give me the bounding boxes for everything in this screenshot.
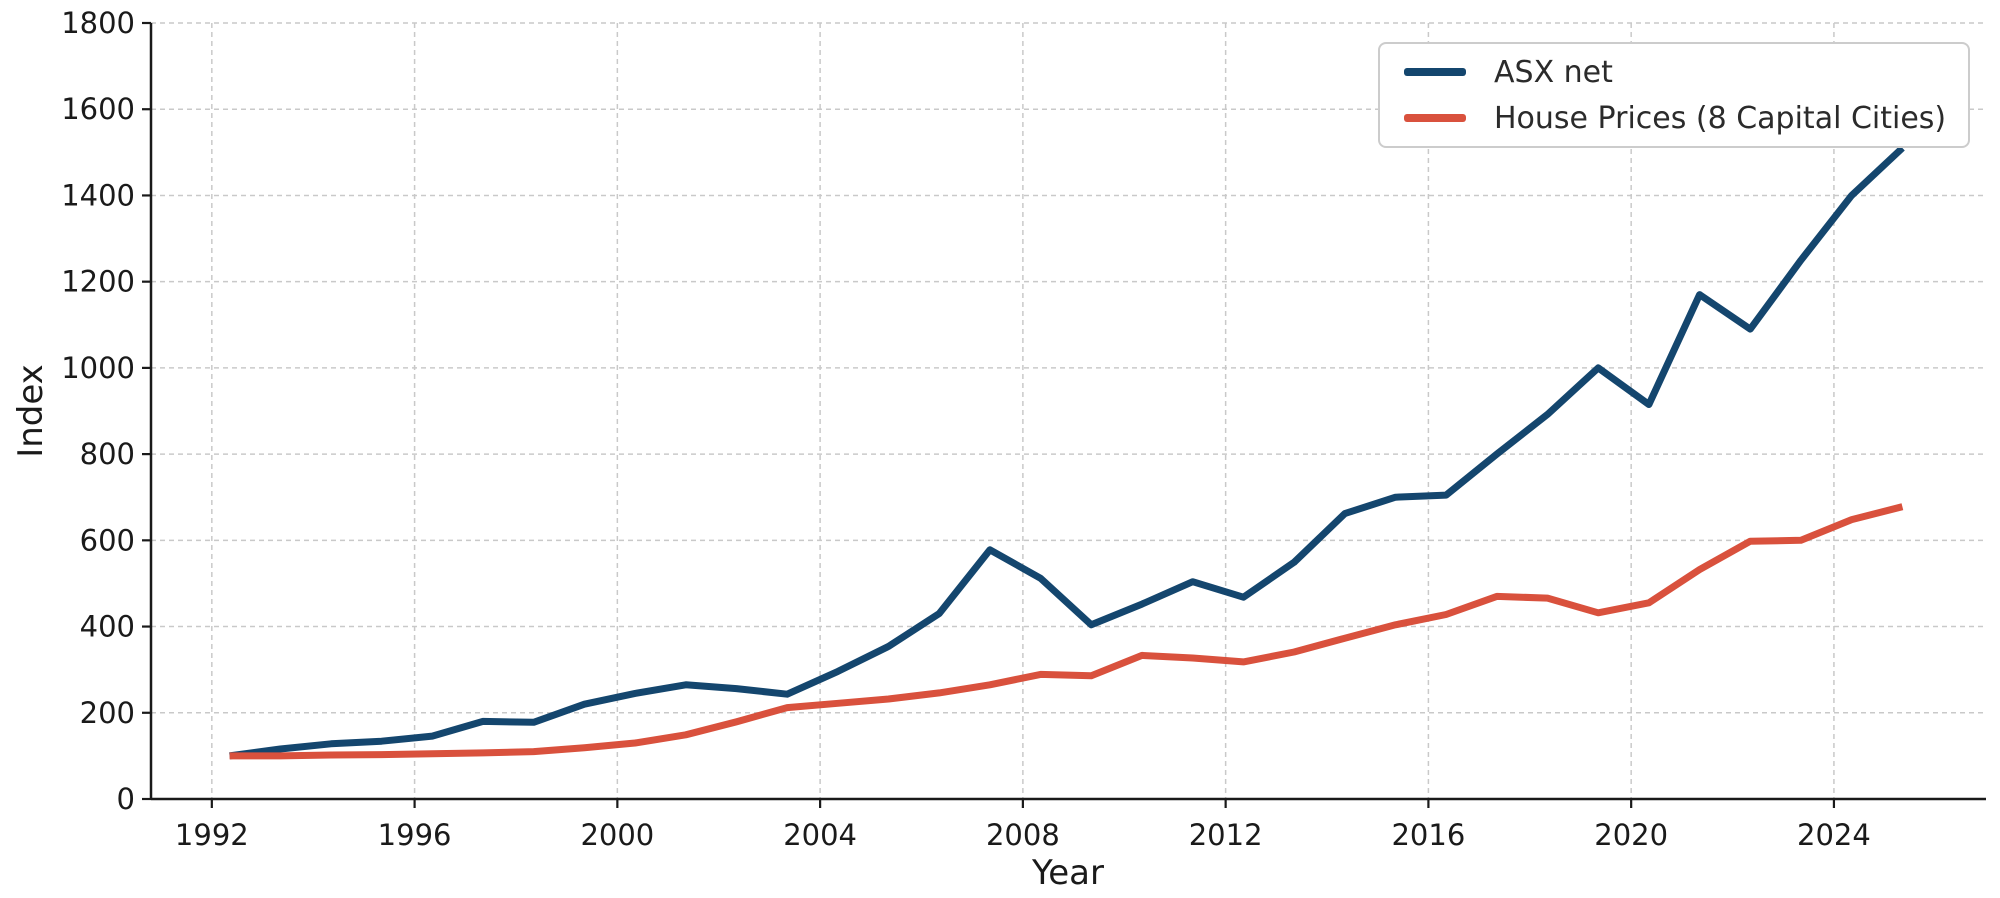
y-tick-label: 800: [80, 437, 135, 471]
x-tick-label: 2008: [986, 818, 1060, 852]
y-tick-label: 200: [80, 696, 135, 730]
x-tick-label: 2024: [1797, 818, 1871, 852]
asx-net-line-swatch: [1404, 68, 1466, 76]
y-tick-label: 1000: [61, 351, 135, 385]
series-line-asx-net: [229, 145, 1905, 760]
x-tick-label: 2012: [1189, 818, 1263, 852]
y-tick-label: 0: [117, 782, 135, 816]
y-tick-label: 600: [80, 523, 135, 557]
gridlines: [151, 22, 1986, 800]
y-tick-label: 1800: [61, 6, 135, 40]
y-tick-label: 1400: [61, 178, 135, 212]
legend-item-asx-net: ASX net: [1404, 54, 1944, 90]
axis-spines: [149, 23, 1986, 801]
data-series-lines: [229, 145, 1905, 760]
legend-item-house-prices: House Prices (8 Capital Cities): [1404, 100, 1947, 136]
x-tick-label: 2000: [580, 818, 654, 852]
x-tick-label: 2004: [783, 818, 857, 852]
legend-label-asx-net: ASX net: [1494, 54, 1613, 90]
y-tick-label: 1200: [61, 265, 135, 299]
y-tick-label: 400: [80, 610, 135, 644]
y-tick-label: 1600: [61, 92, 135, 126]
house-prices-line-swatch: [1404, 114, 1466, 122]
axis-ticks: [142, 21, 1836, 808]
x-tick-label: 1992: [175, 818, 249, 852]
axis-tick-labels: 1992 1996 2000 2004 2008 2012 2016 2020 2024 0 200…: [61, 6, 1871, 852]
legend-label-house-prices: House Prices (8 Capital Cities): [1494, 100, 1947, 136]
legend: ASX net House Prices (8 Capital Cities): [1378, 42, 1970, 148]
y-axis-label: Index: [11, 364, 51, 458]
x-tick-label: 1996: [378, 818, 452, 852]
x-axis-label: Year: [1031, 853, 1104, 893]
series-line-house-prices: [229, 503, 1904, 760]
x-tick-label: 2016: [1391, 818, 1465, 852]
x-tick-label: 2020: [1594, 818, 1668, 852]
